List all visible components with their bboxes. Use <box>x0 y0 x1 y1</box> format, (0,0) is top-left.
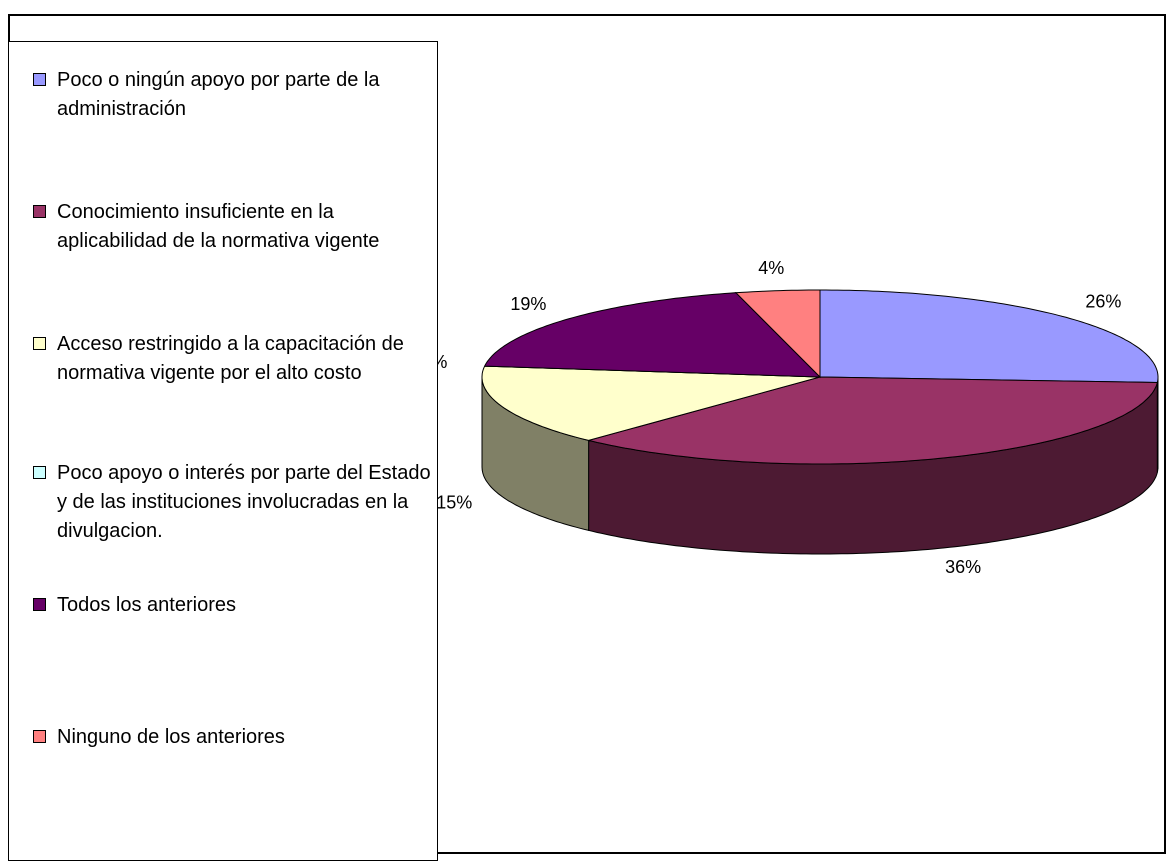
data-label: 26% <box>1085 291 1121 311</box>
slice <box>819 289 1159 384</box>
data-label: 19% <box>510 294 546 314</box>
legend-label: Acceso restringido a la capacitación de … <box>57 333 404 384</box>
legend-label: Todos los anteriores <box>57 594 236 616</box>
legend-label: Poco o ningún apoyo por parte de la admi… <box>57 69 380 120</box>
legend-swatch <box>33 205 46 218</box>
chart: 26%36%15%0%19%4% <box>421 258 1159 577</box>
legend-swatch <box>33 598 46 611</box>
legend-swatch <box>33 73 46 86</box>
legend-label: Ninguno de los anteriores <box>57 726 285 748</box>
legend-label: Conocimiento insuficiente en la aplicabi… <box>57 201 380 252</box>
legend-label: Poco apoyo o interés por parte del Estad… <box>57 462 431 542</box>
slice <box>588 376 1158 465</box>
data-label: 15% <box>436 493 472 513</box>
data-label: 4% <box>758 258 784 278</box>
legend: Poco o ningún apoyo por parte de la admi… <box>8 41 438 861</box>
page: 26%36%15%0%19%4% Poco o ningún apoyo por… <box>8 14 1166 861</box>
slice <box>734 289 821 379</box>
legend-swatch <box>33 466 46 479</box>
slice <box>481 365 821 441</box>
data-label: 36% <box>945 557 981 577</box>
legend-swatch <box>33 730 46 743</box>
slice <box>483 292 822 378</box>
legend-swatch <box>33 337 46 350</box>
